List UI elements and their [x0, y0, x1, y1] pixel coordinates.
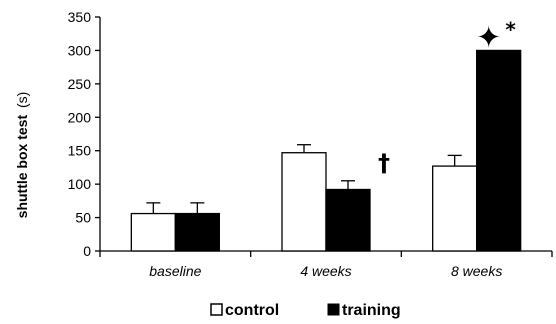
- y-axis-label-unit: (s): [14, 92, 30, 108]
- y-tick-label: 350: [68, 9, 92, 25]
- bar-training: [476, 49, 522, 252]
- y-tick-label: 150: [68, 143, 92, 159]
- significance-marker: ✦: [476, 20, 501, 55]
- bar-control: [281, 152, 327, 252]
- error-bars: [146, 144, 462, 214]
- y-axis-label: shuttle box test (s): [14, 92, 30, 219]
- bars: [130, 49, 522, 252]
- x-tick-label: baseline: [149, 263, 201, 279]
- bar-control: [432, 165, 478, 252]
- y-tick-label: 300: [68, 42, 92, 58]
- significance-marker: *: [505, 17, 516, 41]
- legend-swatch-training: [327, 303, 340, 316]
- legend-label-control: control: [225, 302, 279, 319]
- y-axis-label-text: shuttle box test: [14, 115, 30, 219]
- significance-marker: †: [378, 149, 390, 177]
- annotations: † ✦ *: [378, 17, 516, 176]
- legend-swatch-control: [210, 303, 223, 316]
- y-tick-label: 100: [68, 176, 92, 192]
- legend: control training: [210, 302, 401, 319]
- x-tick-label: 4 weeks: [300, 263, 351, 279]
- y-tick-label: 200: [68, 109, 92, 125]
- y-tick-label: 0: [83, 243, 91, 259]
- y-axis: 0 50 100 150 200 250 300 350: [68, 9, 101, 259]
- y-tick-label: 50: [75, 210, 91, 226]
- bar-control: [130, 212, 176, 252]
- bar-training: [174, 212, 220, 252]
- bar-training: [325, 188, 371, 252]
- legend-label-training: training: [342, 302, 401, 319]
- y-tick-label: 250: [68, 76, 92, 92]
- x-tick-label: 8 weeks: [451, 263, 502, 279]
- x-axis: baseline 4 weeks 8 weeks: [99, 250, 553, 279]
